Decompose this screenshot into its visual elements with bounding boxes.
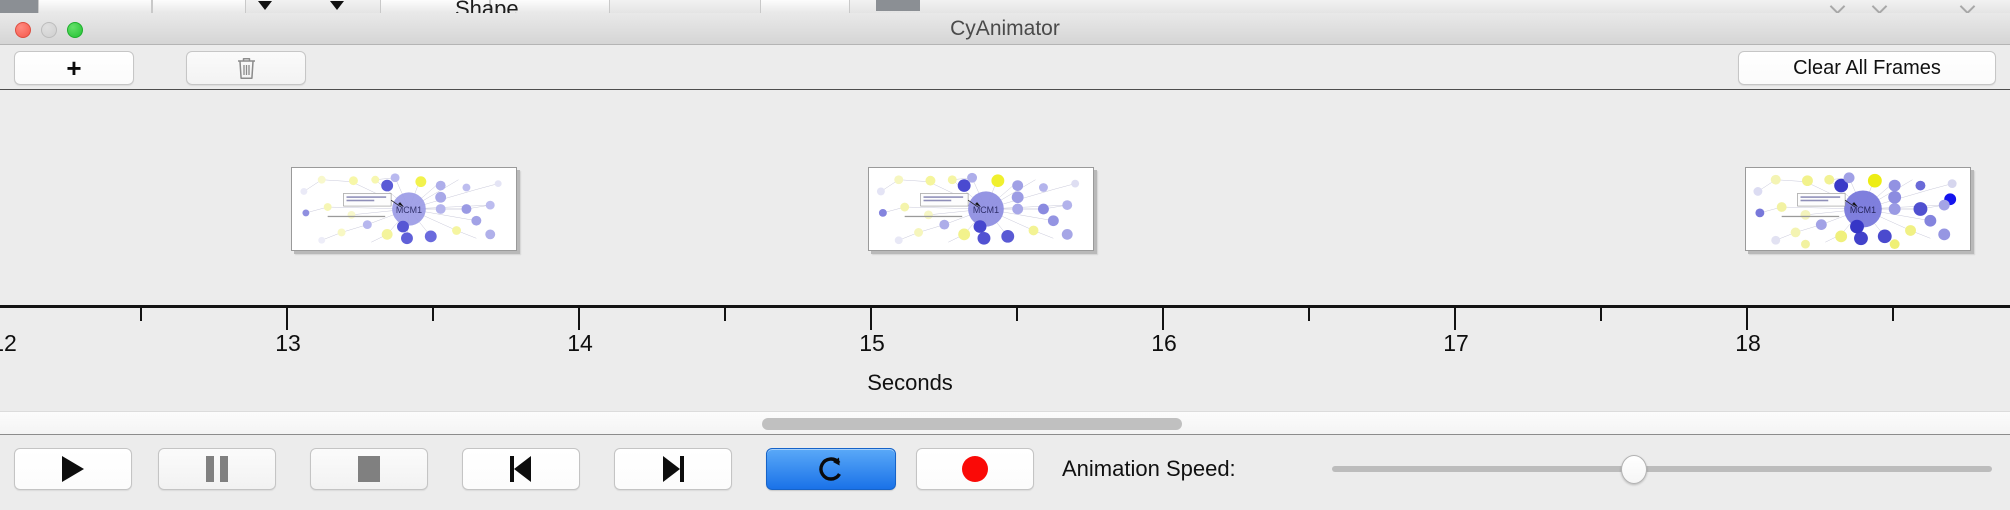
network-thumbnail-3: MCM1 xyxy=(1753,172,1957,250)
timeline-axis xyxy=(0,305,2010,308)
bg-fragment xyxy=(152,0,246,13)
axis-tick-minor xyxy=(1016,308,1018,321)
axis-tick-minor xyxy=(1892,308,1894,321)
loop-toggle-button[interactable] xyxy=(766,448,896,490)
axis-label: 18 xyxy=(1735,330,1761,356)
skip-back-icon xyxy=(510,456,532,482)
axis-tick-minor xyxy=(1308,308,1310,321)
window-title: CyAnimator xyxy=(950,17,1060,40)
bg-fragment xyxy=(38,0,152,13)
axis-label: 13 xyxy=(275,330,301,356)
plus-icon: + xyxy=(66,53,82,83)
svg-text:MCM1: MCM1 xyxy=(396,205,422,215)
previous-frame-button[interactable] xyxy=(462,448,580,490)
add-frame-button[interactable]: + xyxy=(14,51,134,85)
slider-track xyxy=(1332,466,1992,472)
bg-fragment xyxy=(0,0,38,13)
clear-all-frames-button[interactable]: Clear All Frames xyxy=(1738,51,1996,85)
bg-shape-label: Shape xyxy=(455,0,519,13)
axis-tick-major xyxy=(1162,308,1164,330)
axis-title-text: Seconds xyxy=(867,370,953,395)
maximize-button[interactable] xyxy=(67,22,83,38)
stop-icon xyxy=(358,456,380,482)
bg-fragment xyxy=(876,0,920,11)
close-button[interactable] xyxy=(15,22,31,38)
timeline-frame-thumbnail[interactable]: MCM1 xyxy=(868,167,1094,251)
animation-speed-label: Animation Speed: xyxy=(1062,456,1236,481)
scrollbar-thumb[interactable] xyxy=(762,418,1182,430)
pause-icon xyxy=(206,456,228,482)
timeline-panel[interactable]: MCM1 xyxy=(0,90,2010,411)
loop-icon xyxy=(819,457,841,481)
timeline-frame-thumbnail[interactable]: MCM1 xyxy=(1745,167,1971,251)
animation-speed-slider[interactable] xyxy=(1332,448,1992,490)
axis-label: 17 xyxy=(1443,330,1469,356)
axis-tick-minor xyxy=(724,308,726,321)
axis-label: 15 xyxy=(859,330,885,356)
axis-tick-major xyxy=(1746,308,1748,330)
skip-forward-icon xyxy=(662,456,684,482)
clear-all-frames-label: Clear All Frames xyxy=(1793,56,1941,79)
bg-chevron-icon xyxy=(1829,0,1846,13)
bg-chevron-icon xyxy=(1871,0,1888,13)
stop-button[interactable] xyxy=(310,448,428,490)
svg-text:MCM1: MCM1 xyxy=(973,205,999,215)
delete-frame-button[interactable] xyxy=(186,51,306,85)
timeline-scrollbar[interactable] xyxy=(0,411,2010,435)
window-titlebar: CyAnimator xyxy=(0,13,2010,45)
playback-control-bar: Animation Speed: xyxy=(0,436,2010,510)
bg-fragment xyxy=(380,0,490,13)
minimize-button[interactable] xyxy=(41,22,57,38)
record-button[interactable] xyxy=(916,448,1034,490)
trash-icon xyxy=(237,58,255,79)
toolbar: + Clear All Frames xyxy=(0,45,2010,90)
record-icon xyxy=(962,456,988,482)
network-thumbnail-1: MCM1 xyxy=(300,173,502,245)
axis-tick-major xyxy=(870,308,872,330)
axis-tick-major xyxy=(1454,308,1456,330)
axis-tick-minor xyxy=(432,308,434,321)
next-frame-button[interactable] xyxy=(614,448,732,490)
pause-button[interactable] xyxy=(158,448,276,490)
bg-triangle-icon xyxy=(330,1,344,10)
background-window-strip: Shape xyxy=(0,0,2010,13)
timeline-frame-thumbnail[interactable]: MCM1 xyxy=(291,167,517,251)
axis-tick-minor xyxy=(1600,308,1602,321)
axis-label: 14 xyxy=(567,330,593,356)
play-button[interactable] xyxy=(14,448,132,490)
network-thumbnail-2: MCM1 xyxy=(876,172,1080,245)
axis-tick-major xyxy=(578,308,580,330)
bg-fragment xyxy=(490,0,610,13)
bg-fragment xyxy=(760,0,850,13)
axis-label: 16 xyxy=(1151,330,1177,356)
axis-tick-major xyxy=(286,308,288,330)
svg-text:MCM1: MCM1 xyxy=(1850,205,1876,215)
axis-title: Seconds xyxy=(0,370,2010,396)
bg-triangle-icon xyxy=(258,1,272,10)
play-icon xyxy=(62,456,84,482)
axis-tick-minor xyxy=(140,308,142,321)
slider-thumb[interactable] xyxy=(1621,455,1647,484)
axis-label: 12 xyxy=(0,330,17,356)
bg-chevron-icon xyxy=(1959,0,1976,13)
